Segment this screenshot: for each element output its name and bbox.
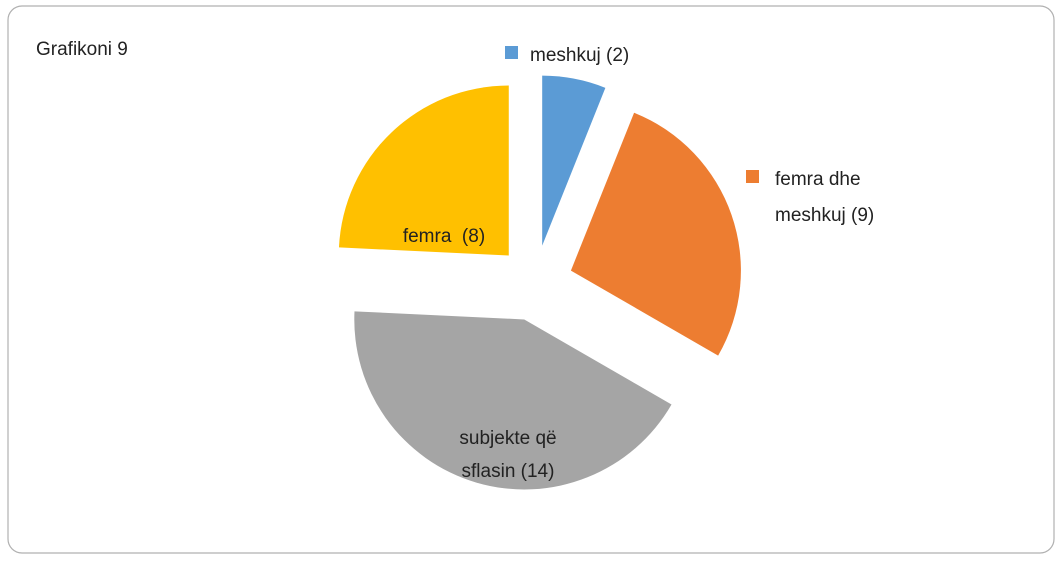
- data-label: meshkuj (2): [530, 45, 629, 66]
- legend-swatch: [505, 46, 518, 59]
- data-label: subjekte që sflasin (14): [459, 428, 556, 482]
- pie-slice: [354, 311, 672, 490]
- data-label: femra (8): [403, 226, 485, 247]
- pie-slice: [338, 85, 509, 256]
- pie-slice: [542, 75, 606, 246]
- chart-frame: [7, 5, 1055, 554]
- pie-slice: [570, 112, 741, 356]
- data-label: femra dhe meshkuj (9): [775, 169, 874, 226]
- legend-swatch: [746, 170, 759, 183]
- chart-title: Grafikoni 9: [36, 39, 128, 60]
